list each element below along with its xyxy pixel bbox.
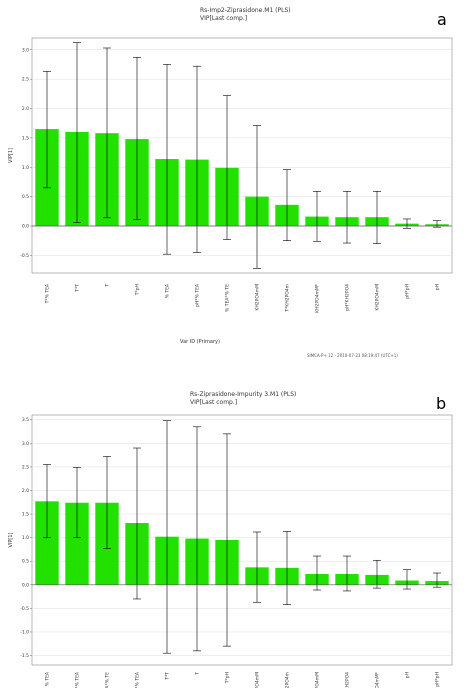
y-tick-label: -0.5 [20, 606, 29, 612]
y-tick-label: 1.5 [22, 135, 29, 141]
y-axis-label: VIP[1] [8, 148, 14, 163]
category-label: pH*pH [405, 284, 411, 299]
y-tick-label: 1.0 [22, 535, 29, 541]
bar [65, 502, 89, 585]
category-label: T*KH2PO4m [285, 672, 291, 688]
y-tick-label: -1.0 [20, 629, 29, 635]
bar [35, 501, 59, 585]
y-tick-label: 1.0 [22, 165, 29, 171]
category-label: % TEA [45, 671, 51, 686]
category-label: T*% TEA [135, 671, 141, 688]
chart-subtitle: VIP[Last comp.] [190, 399, 237, 406]
y-tick-label: 3.0 [22, 441, 29, 447]
y-axis-label: VIP[1] [8, 532, 14, 547]
category-label: KH2PO4mM* [315, 283, 321, 313]
y-tick-label: 0.5 [22, 559, 29, 565]
plot-frame [31, 37, 453, 274]
y-tick-label: -0.5 [20, 253, 29, 259]
category-label: T [105, 284, 111, 288]
category-label: pH*% TEA [75, 671, 81, 688]
category-label: % TEA [165, 283, 171, 298]
chart-subtitle: VIP[Last comp.] [200, 15, 247, 22]
category-label: % TEA*% TE [105, 672, 111, 688]
category-label: pH*KH2PO4 [345, 672, 351, 688]
panel-letter: b [436, 394, 446, 413]
panel-b: b Rs-Ziprasidone-Impurity 3.M1 (PLS)VIP[L… [8, 391, 453, 688]
category-label: KH2PO4mM [255, 672, 261, 688]
category-label: T*% TEA [45, 283, 51, 304]
category-label: T*KH2PO4m [285, 284, 291, 313]
category-label: T*T [75, 284, 81, 293]
category-label: pH [435, 284, 441, 290]
category-label: pH [405, 672, 411, 678]
category-label: T*pH [225, 672, 231, 684]
y-tick-label: -1.5 [20, 653, 29, 659]
category-label: KH2PO4mM [255, 284, 261, 311]
chart-title: Rs-Ziprasidone-Impurity 3.M1 (PLS) [190, 391, 296, 398]
category-label: pH*% TEA [195, 283, 201, 307]
category-label: T [195, 672, 201, 676]
footer-stamp: SIMCA-P+ 12 - 2010-07-23 08:19:47 (UTC+1… [307, 353, 398, 358]
y-tick-label: 2.5 [22, 464, 29, 470]
category-label: KH2PO4mM [375, 284, 381, 311]
y-tick-label: 2.0 [22, 488, 29, 494]
y-tick-label: 2.0 [22, 106, 29, 112]
y-tick-label: 3.0 [22, 47, 29, 53]
panel-letter: a [437, 10, 447, 29]
y-tick-label: 1.5 [22, 512, 29, 518]
category-label: % TEA*% TE [225, 284, 231, 312]
y-tick-label: 3.5 [22, 417, 29, 423]
category-label: KH2PO4mM [315, 672, 321, 688]
y-tick-label: 2.5 [22, 77, 29, 83]
y-tick-label: 0.0 [22, 582, 29, 588]
category-label: KH2PO4mM* [375, 671, 381, 688]
y-tick-label: 0.0 [22, 224, 29, 230]
y-tick-label: 0.5 [22, 194, 29, 200]
category-label: pH*KH2PO4 [345, 284, 351, 311]
category-label: T*T [165, 672, 171, 681]
panel-a: a Rs-Imp2-Ziprasidone.M1 (PLS)VIP[Last co… [8, 7, 453, 358]
chart-title: Rs-Imp2-Ziprasidone.M1 (PLS) [200, 7, 291, 14]
category-label: T*pH [135, 284, 141, 296]
category-label: pH*pH [435, 672, 441, 687]
plot-frame [31, 414, 453, 666]
x-axis-label: Var ID (Primary) [180, 339, 220, 345]
